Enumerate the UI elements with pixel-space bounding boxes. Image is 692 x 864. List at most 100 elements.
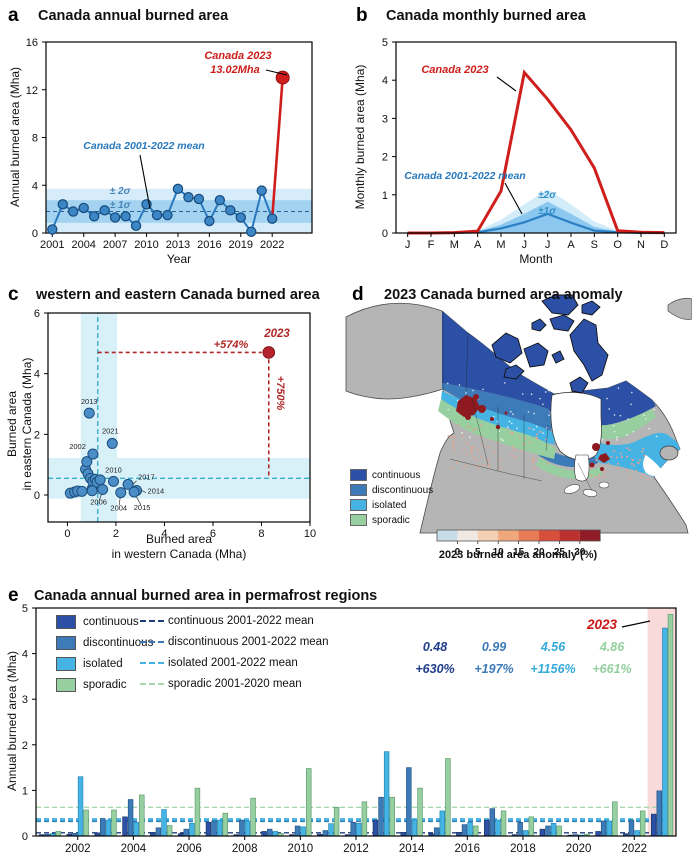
svg-text:4: 4: [34, 369, 40, 381]
panel-a-ylabel: Annual burned area (Mha): [8, 66, 22, 208]
panel-a-mean-label: Canada 2001-2022 mean: [83, 140, 205, 152]
svg-text:2014: 2014: [399, 843, 425, 855]
panel-d-letter: d: [352, 284, 364, 305]
panel-c-pct-x: +574%: [213, 339, 249, 351]
panel-c-letter: c: [8, 284, 19, 305]
panel-b-title: Canada monthly burned area: [386, 8, 586, 24]
svg-text:N: N: [637, 239, 645, 251]
panel-a-sigma1-label: ± 1σ: [109, 200, 131, 211]
svg-text:30: 30: [574, 547, 586, 558]
svg-text:J: J: [545, 239, 551, 251]
dash-discontinuous-mean: [140, 641, 164, 643]
swatch-continuous: [350, 469, 367, 481]
svg-text:15: 15: [513, 547, 525, 558]
svg-text:2002: 2002: [69, 442, 86, 451]
swatch-e-continuous: [56, 615, 76, 629]
svg-text:2021: 2021: [102, 426, 119, 435]
svg-text:1: 1: [382, 190, 388, 202]
dash-continuous-mean: [140, 620, 164, 622]
map-legend-discontinuous: discontinuous: [350, 484, 433, 496]
panel-a-sigma2-label: ± 2σ: [109, 186, 131, 197]
svg-text:2001: 2001: [40, 239, 64, 251]
svg-text:4: 4: [382, 75, 388, 87]
panel-b-chart: 0 1 2 3 4 5 J F M A M J J A S O N D: [382, 37, 677, 251]
svg-text:F: F: [428, 239, 435, 251]
e-legend-mean-continuous: continuous 2001-2022 mean: [140, 615, 314, 627]
e-ann-isolated-pct: +1156%: [530, 662, 576, 676]
swatch-e-discontinuous: [56, 636, 76, 650]
svg-text:0: 0: [34, 490, 40, 502]
svg-text:25: 25: [554, 547, 566, 558]
svg-text:6: 6: [210, 528, 216, 540]
map-legend-continuous: continuous: [350, 469, 420, 481]
panel-a-letter: a: [8, 5, 19, 26]
map-legend-sporadic: sporadic: [350, 514, 410, 526]
panel-b-letter: b: [356, 5, 368, 26]
e-legend-mean-discontinuous: discontinuous 2001-2022 mean: [140, 636, 328, 648]
svg-text:3: 3: [22, 694, 28, 706]
panel-c-2023-label: 2023: [264, 328, 290, 340]
svg-text:2: 2: [22, 740, 28, 752]
svg-text:2010: 2010: [105, 465, 122, 474]
svg-text:5: 5: [22, 603, 28, 615]
svg-text:2012: 2012: [343, 843, 369, 855]
svg-text:2004: 2004: [121, 843, 147, 855]
svg-text:A: A: [474, 239, 482, 251]
panel-e-letter: e: [8, 585, 19, 606]
svg-text:10: 10: [304, 528, 316, 540]
svg-text:2013: 2013: [166, 239, 190, 251]
panel-e-title: Canada annual burned area in permafrost …: [34, 588, 378, 604]
svg-text:4: 4: [22, 649, 28, 661]
map-legend-isolated: isolated: [350, 499, 406, 511]
svg-text:2017: 2017: [138, 472, 155, 481]
e-ann-isolated-value: 4.56: [540, 640, 566, 654]
svg-text:5: 5: [475, 547, 481, 558]
svg-text:S: S: [591, 239, 598, 251]
svg-text:4: 4: [32, 180, 38, 192]
panel-a-2023-value: 13.02Mha: [210, 64, 260, 76]
panel-b-xlabel: Month: [519, 252, 553, 266]
svg-text:12: 12: [26, 85, 38, 97]
svg-text:2: 2: [34, 429, 40, 441]
svg-text:2010: 2010: [288, 843, 314, 855]
e-ann-continuous-value: 0.48: [422, 640, 448, 654]
svg-text:2015: 2015: [134, 503, 151, 512]
e-ann-continuous-pct: +630%: [415, 662, 455, 676]
svg-text:2: 2: [382, 152, 388, 164]
e-legend-mean-sporadic: sporadic 2001-2020 mean: [140, 678, 302, 690]
svg-text:2014: 2014: [148, 486, 165, 495]
panel-d-title: 2023 Canada burned area anomaly: [384, 287, 623, 303]
swatch-discontinuous: [350, 484, 367, 496]
panel-c-pct-y: +750%: [274, 375, 286, 411]
panel-e-chart: 0 1 2 3 4 5 2002 2004 2006 2008 2010 2012 2014 2016 20…: [22, 603, 677, 855]
svg-text:0: 0: [382, 228, 388, 240]
svg-text:2006: 2006: [176, 843, 202, 855]
svg-text:J: J: [522, 239, 528, 251]
svg-text:2004: 2004: [110, 504, 127, 513]
panel-e-ylabel: Annual burned area (Mha): [5, 650, 19, 792]
e-legend-sporadic: sporadic: [56, 678, 126, 692]
svg-text:2006: 2006: [90, 498, 107, 507]
svg-text:0: 0: [455, 547, 461, 558]
panel-a-2023-label: Canada 2023: [204, 50, 272, 62]
svg-text:2016: 2016: [197, 239, 221, 251]
swatch-isolated: [350, 499, 367, 511]
svg-text:J: J: [405, 239, 411, 251]
svg-text:2016: 2016: [455, 843, 481, 855]
dash-isolated-mean: [140, 662, 164, 664]
panel-c-xlabel: Burned area in western Canada (Mha): [111, 532, 247, 561]
anomaly-colorbar: 0 5 10 15 20 25 30: [436, 529, 601, 558]
e-legend-mean-isolated: isolated 2001-2022 mean: [140, 657, 298, 669]
swatch-e-sporadic: [56, 678, 76, 692]
swatch-sporadic: [350, 514, 367, 526]
panel-b-sigma1-label: ±1σ: [538, 206, 556, 217]
svg-text:1: 1: [22, 785, 28, 797]
svg-text:6: 6: [34, 308, 40, 320]
svg-text:16: 16: [26, 37, 38, 49]
svg-text:2002: 2002: [65, 843, 91, 855]
e-ann-sporadic-value: 4.86: [599, 640, 625, 654]
panel-c-ylabel: Burned area in eastern Canada (Mha): [5, 357, 34, 491]
